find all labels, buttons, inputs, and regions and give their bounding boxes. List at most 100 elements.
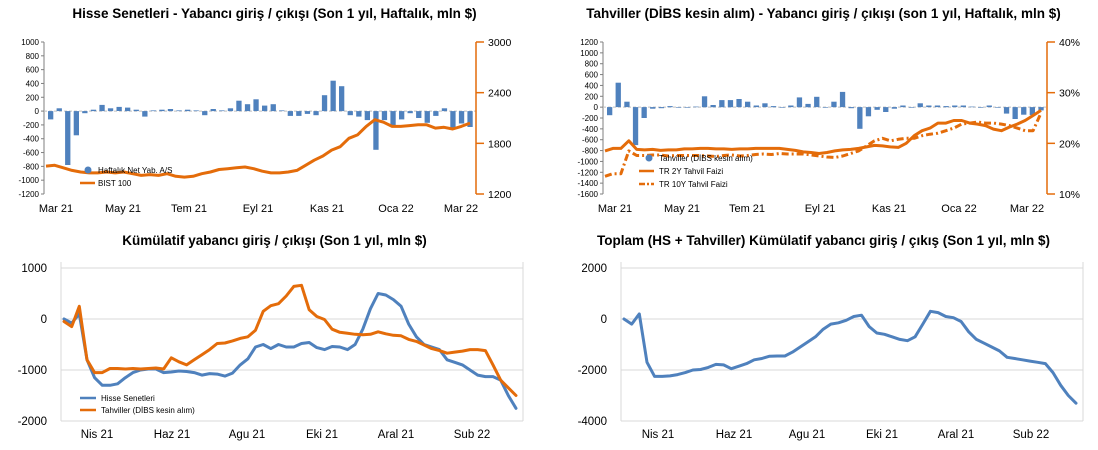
y-left-tick-label: 1200	[580, 38, 598, 47]
bar	[650, 107, 656, 109]
bar	[107, 108, 114, 112]
chart-title: Tahviller (DİBS kesin alım) - Yabancı gi…	[586, 6, 1061, 21]
y-tick-label: 0	[41, 314, 47, 326]
bar	[952, 105, 958, 108]
bar	[960, 105, 966, 108]
y-left-tick-label: -1600	[578, 190, 599, 199]
bar	[874, 107, 880, 110]
y-left-tick-label: -1200	[19, 190, 40, 199]
y-right-tick-label: 2400	[488, 88, 512, 100]
panel-cumulative-flows: Kümülatif yabancı giriş / çıkışı (Son 1 …	[0, 225, 549, 450]
bar	[167, 109, 174, 112]
y-left-tick-label: 600	[26, 66, 40, 75]
bar	[857, 107, 863, 129]
bar	[236, 100, 242, 112]
bar	[969, 106, 975, 108]
x-tick-label: Eyl 21	[243, 203, 274, 215]
legend-label: TR 2Y Tahvil Faizi	[659, 167, 723, 176]
series-line	[62, 292, 518, 410]
x-tick-label: Mar 22	[1010, 203, 1044, 215]
bar	[745, 101, 751, 108]
y-right-tick-label: 3000	[488, 37, 512, 49]
bar	[142, 111, 148, 117]
y-tick-label: -4000	[578, 416, 607, 428]
x-tick-label: Sub 22	[454, 429, 490, 441]
bar	[99, 104, 105, 112]
y-right-tick-label: 10%	[1059, 189, 1080, 201]
y-left-tick-label: 200	[585, 92, 599, 101]
bar	[270, 104, 276, 112]
bar	[667, 106, 673, 108]
y-left-tick-label: 200	[26, 93, 40, 102]
x-tick-label: May 21	[664, 203, 700, 215]
chart-total-cumulative: 2000 0 -2000 -4000 Nis 21 Haz 21 Agu 21 Eki 21 A…	[578, 262, 1084, 441]
bar	[1029, 107, 1035, 116]
bar	[150, 110, 156, 112]
bar	[433, 111, 439, 116]
bar	[287, 111, 293, 116]
bist100-line	[45, 118, 471, 179]
bar	[90, 109, 97, 112]
tr10y-line	[604, 112, 1043, 178]
chart-title: Toplam (HS + Tahviller) Kümülatif yabanc…	[597, 233, 1050, 248]
y-left-tick-label: 0	[35, 107, 40, 116]
bar	[321, 95, 328, 112]
y-left-tick-label: -200	[23, 121, 40, 130]
bar	[865, 107, 872, 117]
bar	[779, 107, 785, 108]
bar	[116, 106, 122, 111]
y-left-tick-label: -1000	[578, 157, 599, 166]
bar	[831, 101, 837, 108]
bar	[159, 109, 165, 112]
y-left-tick-label: -1400	[578, 179, 599, 188]
y-left-tick-label: 400	[585, 81, 599, 90]
bar	[219, 110, 225, 112]
bar	[185, 109, 191, 112]
x-tick-label: Mar 22	[444, 203, 478, 215]
y-left-tick-label: 1000	[21, 38, 39, 47]
legend-marker-bars	[84, 166, 92, 174]
y-left-tick-label: -400	[582, 125, 599, 134]
chart-cumulative-flows: 1000 0 -1000 -2000 Nis 21 Haz 21 Agu 21 Eki 21 A…	[18, 262, 524, 441]
x-tick-label: Sub 22	[1013, 429, 1049, 441]
y-left-tick-label: -400	[23, 135, 40, 144]
x-tick-label: Mar 21	[598, 203, 632, 215]
x-tick-label: Aral 21	[938, 429, 974, 441]
bar	[995, 107, 1001, 108]
bar	[424, 111, 430, 123]
x-tick-label: Eki 21	[306, 429, 338, 441]
bar	[926, 105, 932, 108]
panel-total-cumulative: Toplam (HS + Tahviller) Kümülatif yabanc…	[549, 225, 1098, 450]
y-left-tick-label: 800	[585, 60, 599, 69]
bar	[253, 99, 259, 111]
y-tick-label: -2000	[578, 365, 607, 377]
bar	[56, 108, 62, 112]
legend-label: Tahviller (DİBS kesin alım)	[659, 154, 753, 163]
x-tick-label: Tem 21	[729, 203, 765, 215]
bar	[416, 111, 422, 118]
bar	[788, 105, 794, 108]
bar	[822, 107, 828, 108]
x-tick-label: Eyl 21	[805, 203, 836, 215]
bar	[658, 107, 665, 109]
bar	[210, 109, 216, 112]
bar	[978, 107, 984, 108]
bar	[900, 105, 906, 108]
bar	[313, 111, 319, 116]
bar	[762, 103, 768, 108]
bar	[710, 105, 716, 108]
bar	[986, 105, 992, 108]
bar	[407, 111, 413, 114]
bar	[65, 111, 71, 165]
bar	[373, 111, 379, 150]
bar	[347, 111, 353, 116]
y-left-tick-label: -1200	[578, 168, 599, 177]
bar	[193, 110, 199, 112]
bar	[202, 111, 208, 116]
bar	[753, 105, 759, 108]
legend-label: Tahviller (DİBS kesin alım)	[101, 406, 195, 415]
x-tick-label: Eki 21	[866, 429, 898, 441]
y-left-tick-label: -600	[582, 136, 599, 145]
bar	[450, 111, 456, 130]
